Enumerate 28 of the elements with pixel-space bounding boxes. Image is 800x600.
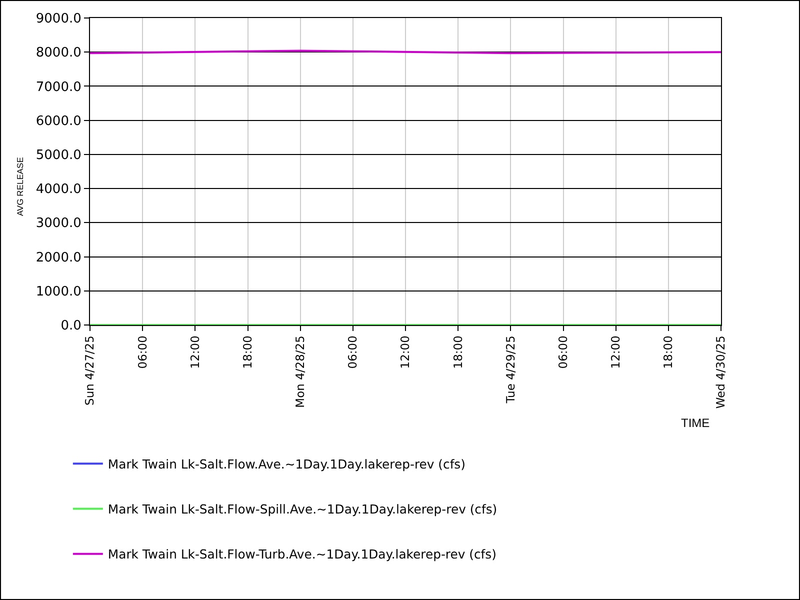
x-tick-label: Tue 4/29/25 [503, 336, 518, 404]
x-tick-label: 06:00 [346, 336, 360, 369]
y-axis-title: AVG RELEASE [15, 156, 25, 216]
x-tick-label: 06:00 [556, 336, 570, 369]
legend-label: Mark Twain Lk-Salt.Flow-Spill.Ave.~1Day.1Day.lakerep-rev (cfs) [108, 502, 498, 517]
y-tick-label: 4000.0 [36, 182, 82, 198]
x-tick-label: Mon 4/28/25 [293, 336, 308, 408]
x-tick-label: 12:00 [398, 336, 412, 369]
legend-label: Mark Twain Lk-Salt.Flow.Ave.~1Day.1Day.lakerep-rev (cfs) [108, 456, 466, 472]
x-tick-label: Sun 4/27/25 [82, 336, 97, 406]
y-tick-label: 8000.0 [36, 46, 82, 61]
y-tick-label: 2000.0 [36, 250, 82, 266]
x-tick-label: 12:00 [188, 336, 202, 369]
y-tick-label: 6000.0 [36, 114, 82, 129]
y-tick-label: 0.0 [60, 318, 82, 334]
x-tick-label: 12:00 [608, 336, 623, 369]
legend-label: Mark Twain Lk-Salt.Flow-Turb.Ave.~1Day.1Day.lakerep-rev (cfs) [108, 546, 496, 562]
y-tick-label: 1000.0 [36, 284, 82, 300]
x-tick-label: Wed 4/30/25 [714, 336, 728, 409]
x-tick-label: 18:00 [240, 336, 254, 369]
x-tick-label: 18:00 [661, 336, 676, 369]
y-tick-label: 3000.0 [36, 216, 82, 232]
y-tick-label: 7000.0 [36, 80, 82, 95]
y-tick-label: 9000.0 [36, 12, 82, 27]
x-axis-title: TIME [681, 416, 710, 430]
x-tick-label: 06:00 [135, 336, 150, 369]
x-tick-label: 18:00 [450, 336, 465, 369]
y-tick-label: 5000.0 [36, 148, 82, 163]
